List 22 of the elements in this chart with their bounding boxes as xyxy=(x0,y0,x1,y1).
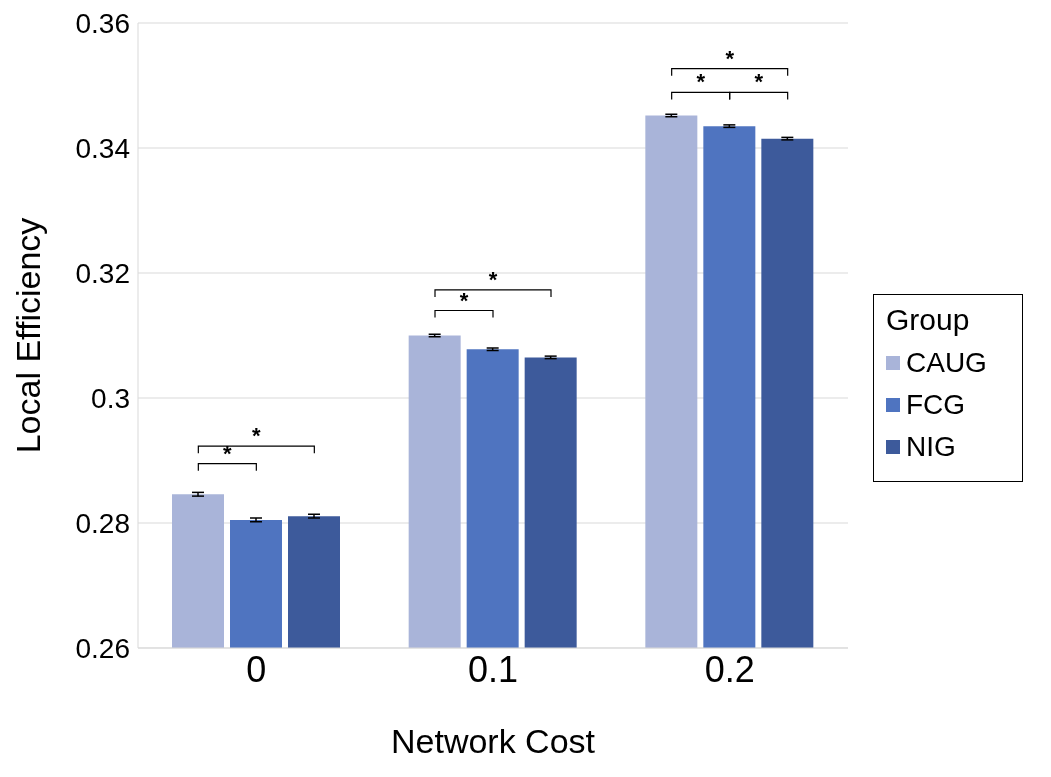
x-tick-label: 0.2 xyxy=(704,648,755,690)
y-tick-label: 0.36 xyxy=(75,7,130,39)
y-tick-label: 0.34 xyxy=(75,132,130,164)
x-tick-label: 0 xyxy=(246,648,267,690)
y-tick-label: 0.28 xyxy=(75,507,130,539)
annotation: * xyxy=(223,440,233,466)
legend-label: CAUG xyxy=(905,347,988,379)
x-axis-title: Network Cost xyxy=(390,722,596,760)
annotation: * xyxy=(252,423,262,449)
y-axis-title: Local Efficiency xyxy=(9,217,48,454)
legend-title: Group xyxy=(886,303,971,337)
legend-label: NIG xyxy=(905,431,957,463)
legend-label: FCG xyxy=(905,389,967,421)
x-tick-label: 0.1 xyxy=(467,648,519,690)
y-tick-label: 0.32 xyxy=(75,257,130,289)
annotation: * xyxy=(754,69,764,95)
y-tick-label: 0.3 xyxy=(91,382,130,414)
annotation: * xyxy=(696,69,706,95)
annotation: * xyxy=(459,287,469,313)
annotation: * xyxy=(725,45,735,71)
annotation: * xyxy=(488,266,498,292)
y-tick-label: 0.26 xyxy=(75,632,130,664)
